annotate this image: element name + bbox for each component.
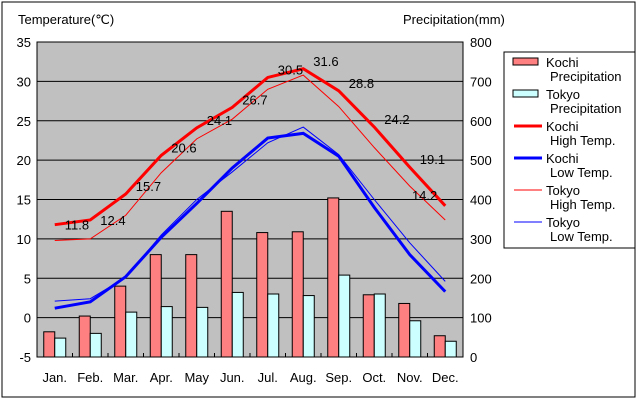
bar-tokyo-precipitation — [89, 332, 102, 358]
data-label: 11.8 — [65, 218, 89, 233]
y2-tick-label: 600 — [470, 114, 492, 129]
bar-kochi-precipitation — [327, 197, 340, 358]
bar-tokyo-precipitation — [373, 293, 386, 358]
bar-tokyo-precipitation — [302, 295, 315, 358]
y2-tick-label: 100 — [470, 311, 492, 326]
y-tick-label: 5 — [24, 271, 31, 286]
legend-label: Low Temp. — [550, 165, 613, 180]
legend-label: Tokyo — [546, 183, 580, 198]
data-label: 30.5 — [278, 62, 303, 77]
y-tick-label: 20 — [17, 153, 31, 168]
data-label: 24.2 — [384, 112, 409, 127]
bar-tokyo-precipitation — [160, 306, 173, 358]
y2-tick-label: 200 — [470, 271, 492, 286]
bar-kochi-precipitation — [433, 335, 446, 358]
legend-swatch — [512, 89, 539, 98]
bar-kochi-precipitation — [220, 210, 233, 358]
bar-tokyo-precipitation — [409, 320, 422, 358]
y-tick-label: 30 — [17, 74, 31, 89]
y-tick-label: 0 — [24, 311, 31, 326]
y2-tick-label: 300 — [470, 232, 492, 247]
x-tick-label: Jan. — [42, 370, 67, 385]
data-label: 20.6 — [171, 140, 196, 155]
y2-tick-label: 400 — [470, 193, 492, 208]
legend-label: Precipitation — [550, 69, 622, 84]
bar-kochi-precipitation — [78, 315, 91, 358]
x-tick-label: Feb. — [77, 370, 103, 385]
line-kochi-low-temp- — [54, 131, 447, 310]
legend-label: Kochi — [546, 55, 579, 70]
bar-kochi-precipitation — [185, 254, 198, 358]
bar-kochi-precipitation — [398, 302, 411, 358]
y-tick-label: 25 — [17, 114, 31, 129]
y2-tick-label: 0 — [470, 350, 477, 365]
bar-tokyo-precipitation — [338, 274, 351, 358]
legend-label: Kochi — [546, 119, 579, 134]
x-tick-label: Dec. — [432, 370, 459, 385]
legend-label: High Temp. — [550, 133, 616, 148]
line-kochi-high-temp- — [54, 67, 447, 227]
data-label: 12.4 — [100, 213, 125, 228]
y-axis-title: Temperature(℃) — [18, 12, 114, 27]
x-tick-label: Jul. — [258, 370, 278, 385]
bar-kochi-precipitation — [256, 232, 269, 358]
legend-label: Kochi — [546, 151, 579, 166]
x-tick-label: Jun. — [220, 370, 245, 385]
line-tokyo-high-temp- — [54, 74, 446, 241]
bar-kochi-precipitation — [114, 285, 127, 358]
legend-label: High Temp. — [550, 197, 616, 212]
data-label: 15.7 — [136, 179, 161, 194]
x-tick-label: Nov. — [397, 370, 423, 385]
legend-label: Low Temp. — [550, 229, 613, 244]
data-label: 24.1 — [207, 113, 232, 128]
legend-label: Tokyo — [546, 215, 580, 230]
x-tick-label: Sep. — [325, 370, 352, 385]
y-tick-label: 10 — [17, 232, 31, 247]
bar-kochi-precipitation — [362, 294, 375, 358]
data-label: 26.7 — [242, 92, 267, 107]
x-tick-label: Oct. — [362, 370, 386, 385]
data-label: 19.1 — [420, 152, 445, 167]
bar-tokyo-precipitation — [54, 337, 67, 358]
data-label: 14.2 — [412, 188, 437, 203]
y-tick-label: 35 — [17, 35, 31, 50]
bar-tokyo-precipitation — [444, 340, 457, 358]
bar-tokyo-precipitation — [267, 293, 280, 358]
y-tick-label: 15 — [17, 193, 31, 208]
y2-tick-label: 700 — [470, 74, 492, 89]
y2-tick-label: 800 — [470, 35, 492, 50]
bar-kochi-precipitation — [43, 331, 56, 358]
data-label: 31.6 — [313, 54, 338, 69]
x-tick-label: Apr. — [150, 370, 173, 385]
data-label: 28.8 — [349, 76, 374, 91]
y2-axis-title: Precipitation(mm) — [403, 12, 505, 27]
bar-kochi-precipitation — [149, 254, 162, 358]
bar-kochi-precipitation — [291, 231, 304, 358]
legend — [503, 51, 636, 249]
bar-tokyo-precipitation — [196, 306, 209, 358]
legend-label: Tokyo — [546, 87, 580, 102]
y-tick-label: -5 — [19, 350, 31, 365]
y2-tick-label: 500 — [470, 153, 492, 168]
legend-swatch — [512, 57, 539, 66]
x-tick-label: Mar. — [113, 370, 138, 385]
legend-label: Precipitation — [550, 101, 622, 116]
bar-tokyo-precipitation — [125, 311, 138, 358]
bar-tokyo-precipitation — [231, 291, 244, 358]
x-tick-label: May — [184, 370, 209, 385]
x-tick-label: Aug. — [290, 370, 317, 385]
